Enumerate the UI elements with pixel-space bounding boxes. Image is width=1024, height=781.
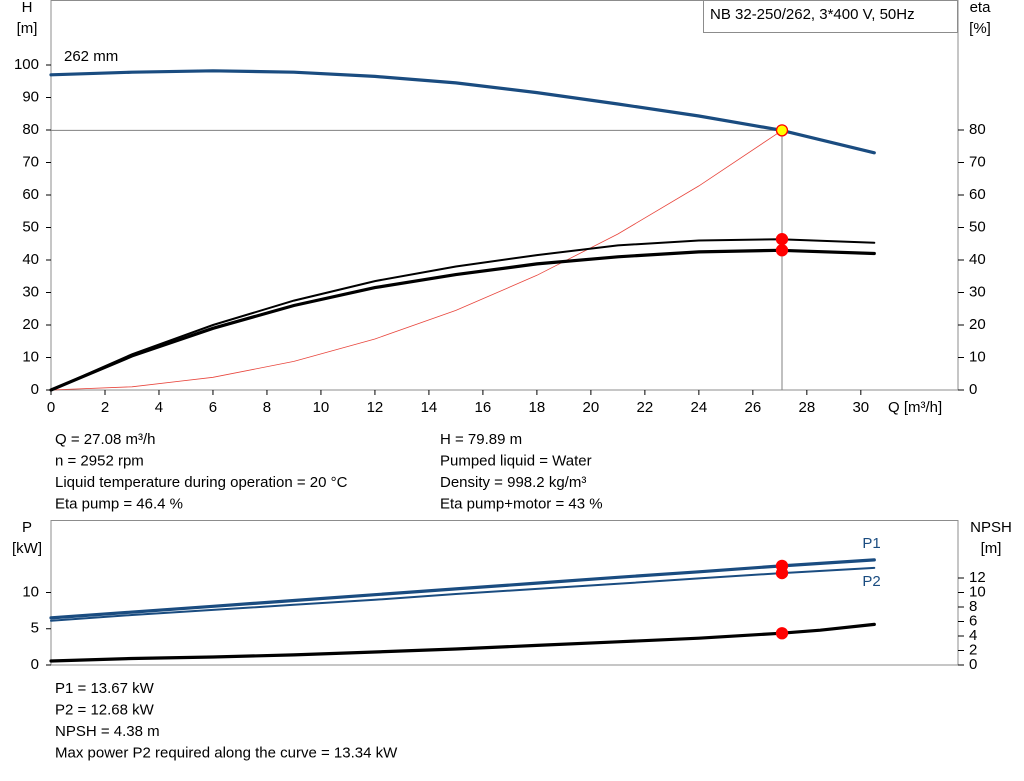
series-line	[50, 566, 876, 622]
info-text: Liquid temperature during operation = 20…	[55, 474, 348, 491]
y-tick-label: 0	[31, 656, 39, 673]
x-tick-label: 26	[745, 399, 762, 416]
y-tick-label: 0	[31, 381, 39, 398]
plot-frame	[50, 0, 959, 391]
y2-tick-label: 6	[969, 612, 977, 629]
info-text: P2 = 12.68 kW	[55, 701, 155, 718]
x-tick-label: 20	[583, 399, 600, 416]
x-tick-label: 22	[637, 399, 654, 416]
y2-tick-label: 20	[969, 316, 986, 333]
x-tick-label: 30	[852, 399, 869, 416]
series-line	[49, 558, 876, 620]
x-tick-label: 10	[313, 399, 330, 416]
y-tick-label: 50	[22, 218, 39, 235]
y2-tick-label: 12	[969, 569, 986, 586]
y2-axis-label: eta	[970, 0, 992, 16]
y-tick-label: 10	[22, 583, 39, 600]
info-text: Density = 998.2 kg/m³	[440, 474, 586, 491]
y-tick-label: 100	[14, 56, 39, 73]
series-line	[50, 130, 783, 391]
series-line	[49, 69, 876, 155]
curve-annotation: 262 mm	[64, 48, 118, 65]
y-tick-label: 40	[22, 251, 39, 268]
y2-tick-label: 0	[969, 381, 977, 398]
y2-tick-label: 8	[969, 598, 977, 615]
y-tick-label: 70	[22, 153, 39, 170]
y-axis-label: [m]	[17, 20, 38, 37]
info-text: Max power P2 required along the curve = …	[55, 744, 398, 761]
y2-tick-label: 2	[969, 641, 977, 658]
plot-frame	[50, 520, 959, 666]
operating-point	[775, 566, 789, 580]
legend-box	[703, 0, 958, 33]
y2-tick-label: 40	[969, 251, 986, 268]
y2-tick-label: 80	[969, 121, 986, 138]
series-line	[49, 248, 876, 392]
x-tick-label: 12	[367, 399, 384, 416]
y2-axis-label: [m]	[981, 540, 1002, 557]
y2-tick-label: 4	[969, 627, 977, 644]
y-tick-label: 20	[22, 316, 39, 333]
operating-point	[775, 627, 789, 640]
y-tick-label: 90	[22, 88, 39, 105]
x-axis-label: Q [m³/h]	[888, 399, 942, 416]
info-text: P1 = 13.67 kW	[55, 680, 155, 697]
y2-tick-label: 10	[969, 348, 986, 365]
y-tick-label: 80	[22, 121, 39, 138]
operating-point	[775, 124, 789, 137]
y2-tick-label: 70	[969, 153, 986, 170]
y2-tick-label: 50	[969, 218, 986, 235]
y2-tick-label: 30	[969, 283, 986, 300]
x-tick-label: 2	[101, 399, 109, 416]
y-tick-label: 30	[22, 283, 39, 300]
y2-axis-label: NPSH	[970, 519, 1012, 536]
chart-title: NB 32-250/262, 3*400 V, 50Hz	[710, 6, 915, 23]
x-tick-label: 28	[798, 399, 815, 416]
operating-point	[775, 244, 789, 257]
y2-tick-label: 60	[969, 186, 986, 203]
operating-point	[775, 233, 789, 246]
info-text: n = 2952 rpm	[55, 452, 144, 469]
x-tick-label: 4	[155, 399, 163, 416]
x-tick-label: 8	[263, 399, 271, 416]
y-axis-label: P	[22, 519, 32, 536]
info-text: NPSH = 4.38 m	[55, 723, 160, 740]
y-tick-label: 5	[31, 620, 39, 637]
series-label: P1	[862, 535, 880, 552]
x-tick-label: 24	[691, 399, 708, 416]
x-tick-label: 18	[529, 399, 546, 416]
info-text: H = 79.89 m	[440, 431, 522, 448]
info-text: Q = 27.08 m³/h	[55, 431, 155, 448]
y-axis-label: [kW]	[12, 540, 42, 557]
series-label: P2	[862, 573, 880, 590]
y-tick-label: 10	[22, 348, 39, 365]
y-tick-label: 60	[22, 186, 39, 203]
info-text: Eta pump+motor = 43 %	[440, 495, 603, 512]
x-tick-label: 6	[209, 399, 217, 416]
series-line	[49, 622, 876, 663]
y-axis-label: H	[22, 0, 33, 16]
series-line	[50, 238, 876, 391]
info-text: Pumped liquid = Water	[440, 452, 592, 469]
y2-axis-label: [%]	[969, 20, 991, 37]
x-tick-label: 0	[47, 399, 55, 416]
y2-tick-label: 0	[969, 656, 977, 673]
x-tick-label: 16	[475, 399, 492, 416]
info-text: Eta pump = 46.4 %	[55, 495, 183, 512]
y2-tick-label: 10	[969, 583, 986, 600]
x-tick-label: 14	[421, 399, 438, 416]
